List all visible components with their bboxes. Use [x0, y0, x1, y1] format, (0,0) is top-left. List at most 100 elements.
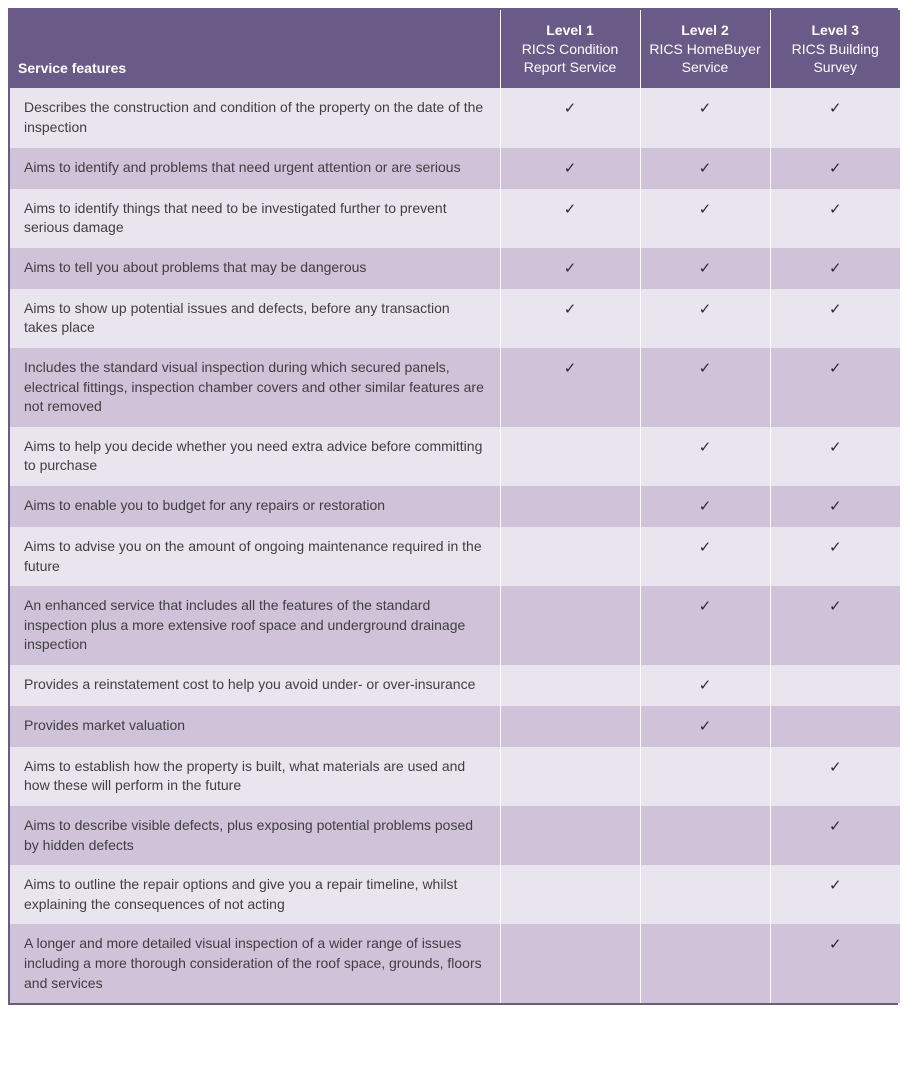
check-cell-level-3: ✓ — [770, 865, 900, 924]
header-level-2: Level 2 RICS HomeBuyer Service — [640, 10, 770, 88]
check-icon: ✓ — [829, 360, 842, 377]
table-row: An enhanced service that includes all th… — [10, 586, 900, 665]
level-title: Level 3 — [779, 22, 893, 38]
table-row: Includes the standard visual inspection … — [10, 348, 900, 427]
check-cell-level-2: ✓ — [640, 665, 770, 706]
table-body: Describes the construction and condition… — [10, 88, 900, 1003]
check-cell-level-2: ✓ — [640, 148, 770, 189]
check-cell-level-1: ✓ — [500, 289, 640, 348]
check-icon: ✓ — [699, 260, 712, 277]
level-title: Level 1 — [509, 22, 632, 38]
check-icon: ✓ — [699, 201, 712, 218]
table-row: Describes the construction and condition… — [10, 88, 900, 147]
table-row: Aims to enable you to budget for any rep… — [10, 486, 900, 527]
check-cell-level-2: ✓ — [640, 527, 770, 586]
check-icon: ✓ — [829, 598, 842, 615]
level-subtitle: RICS Condition Report Service — [509, 40, 632, 76]
check-icon: ✓ — [699, 160, 712, 177]
check-icon: ✓ — [829, 936, 842, 953]
level-subtitle: RICS HomeBuyer Service — [649, 40, 762, 76]
check-icon: ✓ — [829, 301, 842, 318]
table-row: Provides a reinstatement cost to help yo… — [10, 665, 900, 706]
check-icon: ✓ — [699, 539, 712, 556]
check-icon: ✓ — [829, 498, 842, 515]
check-cell-level-2: ✓ — [640, 189, 770, 248]
check-cell-level-3: ✓ — [770, 586, 900, 665]
feature-cell: Aims to enable you to budget for any rep… — [10, 486, 500, 527]
check-cell-level-3 — [770, 706, 900, 747]
check-cell-level-2 — [640, 924, 770, 1003]
feature-cell: Aims to tell you about problems that may… — [10, 248, 500, 289]
check-icon: ✓ — [564, 360, 577, 377]
check-icon: ✓ — [564, 260, 577, 277]
feature-cell: Describes the construction and condition… — [10, 88, 500, 147]
feature-cell: Aims to outline the repair options and g… — [10, 865, 500, 924]
check-cell-level-3: ✓ — [770, 248, 900, 289]
check-cell-level-1 — [500, 427, 640, 486]
table-row: Aims to establish how the property is bu… — [10, 747, 900, 806]
check-cell-level-1 — [500, 924, 640, 1003]
feature-cell: Aims to describe visible defects, plus e… — [10, 806, 500, 865]
check-icon: ✓ — [699, 360, 712, 377]
check-cell-level-3: ✓ — [770, 806, 900, 865]
level-title: Level 2 — [649, 22, 762, 38]
check-icon: ✓ — [699, 677, 712, 694]
table-row: Aims to describe visible defects, plus e… — [10, 806, 900, 865]
check-cell-level-2: ✓ — [640, 289, 770, 348]
check-cell-level-2: ✓ — [640, 248, 770, 289]
check-icon: ✓ — [829, 818, 842, 835]
check-cell-level-3: ✓ — [770, 924, 900, 1003]
table-header: Service features Level 1 RICS Condition … — [10, 10, 900, 88]
comparison-table: Service features Level 1 RICS Condition … — [10, 10, 900, 1003]
feature-cell: An enhanced service that includes all th… — [10, 586, 500, 665]
check-cell-level-1 — [500, 747, 640, 806]
check-cell-level-3: ✓ — [770, 189, 900, 248]
check-icon: ✓ — [564, 160, 577, 177]
check-cell-level-1: ✓ — [500, 189, 640, 248]
check-icon: ✓ — [829, 160, 842, 177]
check-cell-level-1: ✓ — [500, 348, 640, 427]
table-row: Aims to show up potential issues and def… — [10, 289, 900, 348]
table-row: Aims to help you decide whether you need… — [10, 427, 900, 486]
check-cell-level-2: ✓ — [640, 427, 770, 486]
check-icon: ✓ — [699, 439, 712, 456]
check-cell-level-1: ✓ — [500, 248, 640, 289]
check-cell-level-1 — [500, 527, 640, 586]
check-cell-level-1 — [500, 486, 640, 527]
check-cell-level-2: ✓ — [640, 706, 770, 747]
check-icon: ✓ — [699, 598, 712, 615]
check-cell-level-1 — [500, 706, 640, 747]
check-icon: ✓ — [829, 201, 842, 218]
check-cell-level-1: ✓ — [500, 148, 640, 189]
check-cell-level-2 — [640, 747, 770, 806]
feature-cell: Aims to show up potential issues and def… — [10, 289, 500, 348]
header-level-1: Level 1 RICS Condition Report Service — [500, 10, 640, 88]
check-cell-level-3: ✓ — [770, 88, 900, 147]
check-cell-level-2 — [640, 865, 770, 924]
check-icon: ✓ — [829, 260, 842, 277]
check-cell-level-1 — [500, 865, 640, 924]
check-icon: ✓ — [829, 539, 842, 556]
check-cell-level-3: ✓ — [770, 527, 900, 586]
check-cell-level-2: ✓ — [640, 586, 770, 665]
comparison-table-container: Service features Level 1 RICS Condition … — [8, 8, 898, 1005]
table-row: Aims to tell you about problems that may… — [10, 248, 900, 289]
check-cell-level-1 — [500, 665, 640, 706]
header-features: Service features — [10, 10, 500, 88]
check-cell-level-1: ✓ — [500, 88, 640, 147]
table-row: Aims to identify things that need to be … — [10, 189, 900, 248]
check-icon: ✓ — [829, 877, 842, 894]
check-icon: ✓ — [829, 439, 842, 456]
check-icon: ✓ — [564, 301, 577, 318]
table-row: Aims to identify and problems that need … — [10, 148, 900, 189]
feature-cell: Provides market valuation — [10, 706, 500, 747]
table-row: Aims to outline the repair options and g… — [10, 865, 900, 924]
check-cell-level-3: ✓ — [770, 427, 900, 486]
feature-cell: Includes the standard visual inspection … — [10, 348, 500, 427]
check-cell-level-1 — [500, 806, 640, 865]
check-cell-level-2: ✓ — [640, 486, 770, 527]
feature-cell: Aims to advise you on the amount of ongo… — [10, 527, 500, 586]
feature-cell: Aims to identify things that need to be … — [10, 189, 500, 248]
feature-cell: A longer and more detailed visual inspec… — [10, 924, 500, 1003]
check-cell-level-1 — [500, 586, 640, 665]
